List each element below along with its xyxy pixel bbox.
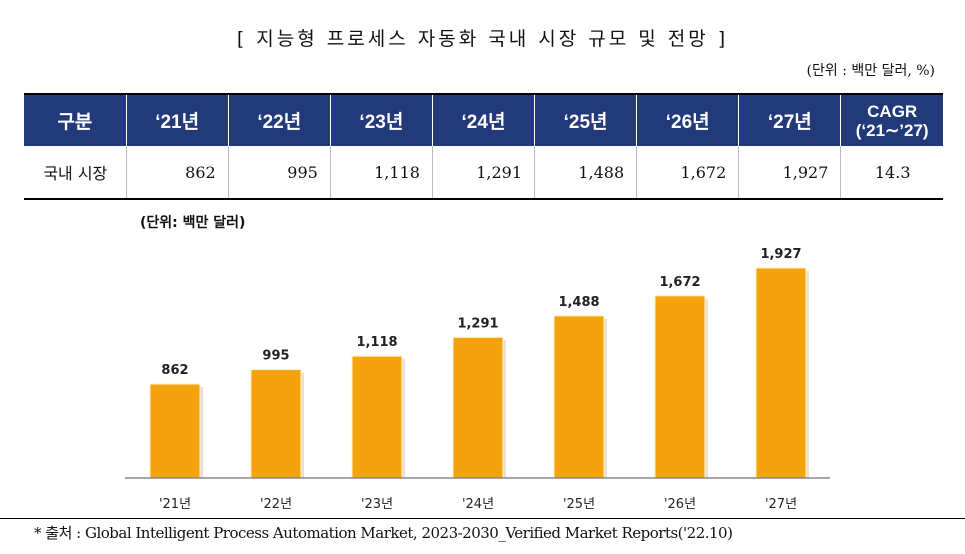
row-label: 국내 시장	[24, 146, 127, 200]
source-note: * 출처 : Global Intelligent Process Automa…	[34, 524, 733, 542]
header-year: ‘25년	[534, 93, 637, 146]
market-table: 구분 ‘21년 ‘22년 ‘23년 ‘24년 ‘25년 ‘26년 ‘27년 CA…	[24, 93, 943, 200]
data-label: 1,927	[760, 247, 801, 262]
cell-value: 1,488	[534, 146, 637, 200]
cagr-period: (‘21∼’27)	[855, 120, 929, 140]
cell-cagr: 14.3	[840, 146, 943, 200]
data-label: 862	[161, 363, 188, 378]
x-tick-label: '25년	[563, 497, 595, 512]
header-year: ‘21년	[125, 93, 229, 146]
table-unit: (단위 : 백만 달러, %)	[806, 63, 935, 79]
data-label: 1,488	[558, 295, 599, 310]
cagr-label: CAGR	[867, 101, 918, 121]
header-year: ‘22년	[227, 93, 331, 146]
cell-value: 1,927	[738, 146, 841, 200]
x-tick-label: '22년	[260, 497, 292, 512]
header-year: ‘24년	[431, 93, 535, 146]
table-header-row: 구분 ‘21년 ‘22년 ‘23년 ‘24년 ‘25년 ‘26년 ‘27년 CA…	[24, 93, 943, 146]
bar	[755, 267, 807, 479]
bar	[553, 315, 605, 479]
bar	[149, 383, 201, 479]
header-cagr: CAGR (‘21∼’27)	[840, 93, 943, 146]
bar	[654, 295, 706, 479]
x-tick-label: '26년	[664, 497, 696, 512]
x-tick-label: '23년	[361, 497, 393, 512]
chart-unit-label: (단위: 백만 달러)	[140, 215, 246, 231]
cell-value: 1,291	[431, 146, 535, 200]
header-category: 구분	[24, 93, 127, 146]
data-label: 1,672	[659, 275, 700, 290]
cell-value: 1,672	[636, 146, 739, 200]
cell-value: 862	[125, 146, 229, 200]
data-label: 1,291	[457, 316, 498, 331]
x-tick-label: '27년	[765, 497, 797, 512]
header-year: ‘23년	[329, 93, 433, 146]
page-title: [ 지능형 프로세스 자동화 국내 시장 규모 및 전망 ]	[236, 28, 729, 50]
x-tick-label: '21년	[159, 497, 191, 512]
bar	[250, 369, 302, 479]
x-tick-label: '24년	[462, 497, 494, 512]
bar	[351, 355, 403, 479]
cell-value: 1,118	[329, 146, 433, 200]
cell-value: 995	[227, 146, 331, 200]
source-divider	[0, 518, 965, 519]
data-label: 995	[262, 349, 289, 364]
bar	[452, 336, 504, 479]
data-label: 1,118	[356, 335, 397, 350]
header-year: ‘27년	[738, 93, 841, 146]
header-year: ‘26년	[636, 93, 739, 146]
table-row: 국내 시장 862 995 1,118 1,291 1,488 1,672 1,…	[24, 146, 943, 200]
